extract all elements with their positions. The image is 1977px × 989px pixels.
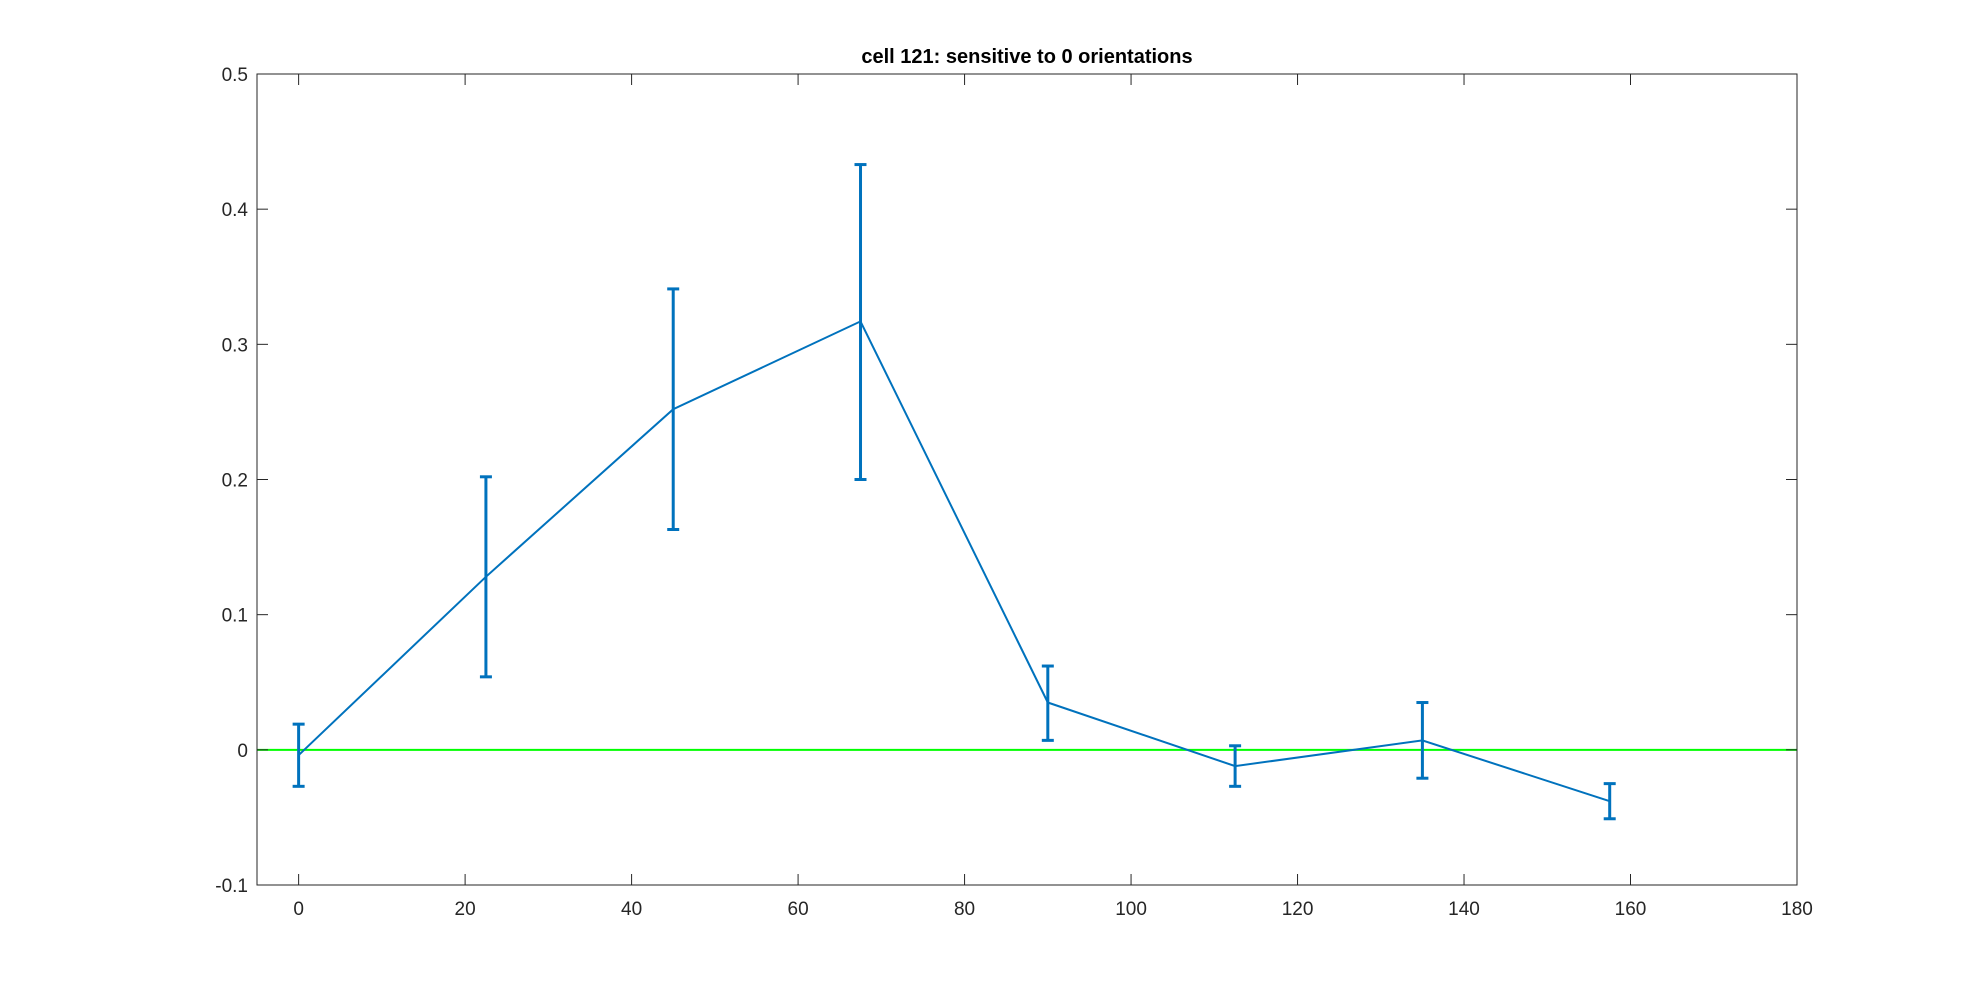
series-line — [297, 320, 1611, 803]
y-tick-label: -0.1 — [215, 876, 248, 897]
y-tick-label: 0.2 — [222, 471, 248, 492]
x-tick-label: 60 — [788, 899, 809, 920]
series-layer — [292, 163, 1616, 821]
y-tick-label: 0.4 — [222, 200, 249, 221]
x-tick-label: 0 — [293, 899, 304, 920]
chart-title: cell 121: sensitive to 0 orientations — [861, 46, 1192, 68]
x-tick-label: 40 — [621, 899, 642, 920]
tick-marks — [257, 73, 1798, 886]
axes-background — [257, 74, 1797, 885]
y-tick-label: 0 — [237, 741, 248, 762]
error-bar — [1041, 664, 1054, 742]
x-tick-label: 20 — [455, 899, 476, 920]
error-bar — [854, 163, 867, 481]
plot-area — [256, 73, 1798, 886]
x-tick-labels: 0 20 40 60 80 100 120 140 160 180 — [293, 899, 1813, 920]
y-tick-label: 0.1 — [222, 606, 248, 627]
x-tick-label: 160 — [1615, 899, 1647, 920]
x-tick-label: 100 — [1115, 899, 1147, 920]
x-tick-label: 180 — [1781, 899, 1813, 920]
x-tick-label: 80 — [954, 899, 975, 920]
x-tick-label: 120 — [1282, 899, 1314, 920]
y-tick-labels: -0.1 0 0.1 0.2 0.3 0.4 0.5 — [215, 65, 248, 897]
x-tick-label: 140 — [1448, 899, 1480, 920]
y-tick-label: 0.5 — [222, 65, 248, 86]
y-tick-label: 0.3 — [222, 335, 248, 356]
